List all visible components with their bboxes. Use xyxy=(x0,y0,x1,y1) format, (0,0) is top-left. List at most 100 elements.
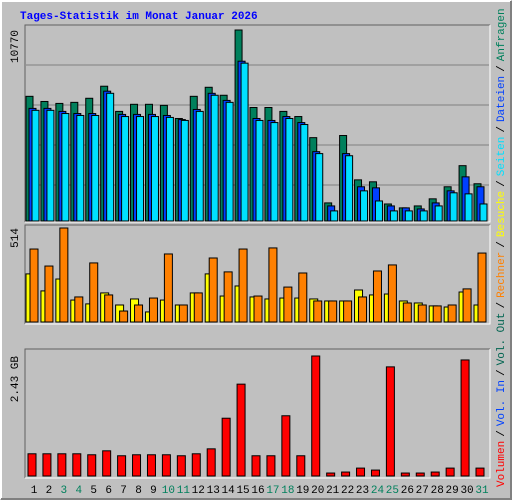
bar xyxy=(387,264,397,323)
x-tick-label: 18 xyxy=(281,485,294,497)
y-tick-label: 514 xyxy=(10,228,22,248)
bar xyxy=(330,210,339,222)
bar xyxy=(121,116,130,222)
x-tick-label: 1 xyxy=(31,485,38,497)
x-tick-label: 17 xyxy=(266,485,279,497)
plot-bevel-dark xyxy=(24,348,490,478)
legend-item: Dateien xyxy=(496,76,508,122)
bar xyxy=(341,471,351,477)
bar xyxy=(148,297,158,323)
bar xyxy=(432,305,442,323)
x-tick-label: 15 xyxy=(236,485,249,497)
x-tick-label: 22 xyxy=(341,485,354,497)
legend-item: Volumen xyxy=(496,441,508,487)
bar xyxy=(191,453,201,477)
x-tick-label: 13 xyxy=(207,485,220,497)
x-tick-label: 30 xyxy=(460,485,473,497)
bar xyxy=(29,248,39,323)
bar xyxy=(313,300,323,323)
bar xyxy=(193,292,203,323)
bar xyxy=(479,203,488,222)
plot-bevel-dark xyxy=(24,24,490,222)
bar xyxy=(61,113,70,222)
bar xyxy=(358,296,368,323)
bar xyxy=(360,190,369,222)
bar xyxy=(57,453,67,477)
bar xyxy=(417,304,427,323)
bar xyxy=(253,295,263,323)
bar xyxy=(404,210,413,222)
legend-item: Vol. In xyxy=(496,380,508,426)
x-tick-label: 11 xyxy=(177,485,191,497)
bar xyxy=(464,193,473,222)
x-tick-label: 16 xyxy=(251,485,264,497)
legend-separator: / xyxy=(496,180,508,187)
bar xyxy=(223,271,233,323)
plot-bevel-light xyxy=(25,25,491,223)
x-tick-label: 20 xyxy=(311,485,324,497)
x-tick-label: 19 xyxy=(296,485,309,497)
y-tick-label: 10770 xyxy=(10,30,22,63)
x-tick-label: 2 xyxy=(46,485,53,497)
bar xyxy=(462,288,472,323)
bar xyxy=(251,455,261,477)
bar xyxy=(132,454,142,477)
bar xyxy=(402,302,412,323)
bar xyxy=(104,294,114,323)
bar xyxy=(165,116,174,222)
x-tick-label: 6 xyxy=(105,485,112,497)
x-tick-label: 25 xyxy=(386,485,399,497)
bar xyxy=(176,455,186,477)
bar xyxy=(208,257,218,323)
legend-item: Vol. Out xyxy=(496,313,508,366)
bar xyxy=(106,92,115,222)
bar xyxy=(374,200,383,222)
bar xyxy=(178,304,188,323)
chart-title: Tages-Statistik im Monat Januar 2026 xyxy=(20,11,258,23)
bar xyxy=(146,454,156,477)
bar xyxy=(255,119,264,222)
bar xyxy=(268,247,278,323)
bar xyxy=(59,227,69,323)
x-tick-label: 9 xyxy=(150,485,157,497)
bar xyxy=(270,122,279,222)
bar xyxy=(296,455,306,477)
bar xyxy=(370,469,380,477)
legend-separator: / xyxy=(496,241,508,248)
bar xyxy=(44,265,54,323)
x-tick-label: 5 xyxy=(90,485,97,497)
legend-separator: / xyxy=(496,369,508,376)
bar xyxy=(389,210,398,222)
bar xyxy=(195,110,204,222)
bar xyxy=(42,453,52,477)
plot-bevel-light xyxy=(25,225,491,325)
bar xyxy=(136,116,145,222)
bar xyxy=(356,467,366,477)
x-tick-label: 23 xyxy=(356,485,369,497)
x-tick-label: 3 xyxy=(61,485,68,497)
x-tick-label: 21 xyxy=(326,485,340,497)
bar xyxy=(419,210,428,222)
bar xyxy=(315,153,324,222)
bar xyxy=(236,383,246,477)
x-tick-label: 27 xyxy=(416,485,429,497)
bar xyxy=(150,116,159,222)
bar xyxy=(460,359,470,477)
legend-separator: / xyxy=(496,126,508,133)
bar xyxy=(298,272,308,323)
x-tick-label: 29 xyxy=(446,485,459,497)
bar xyxy=(283,286,293,323)
bar xyxy=(434,205,443,222)
bar xyxy=(119,310,129,323)
bar xyxy=(311,355,321,477)
bar xyxy=(445,467,455,477)
bar xyxy=(221,417,231,477)
bar xyxy=(328,300,338,323)
bar xyxy=(266,455,276,477)
bar xyxy=(385,366,395,477)
bar xyxy=(76,114,85,222)
bar xyxy=(449,192,458,222)
